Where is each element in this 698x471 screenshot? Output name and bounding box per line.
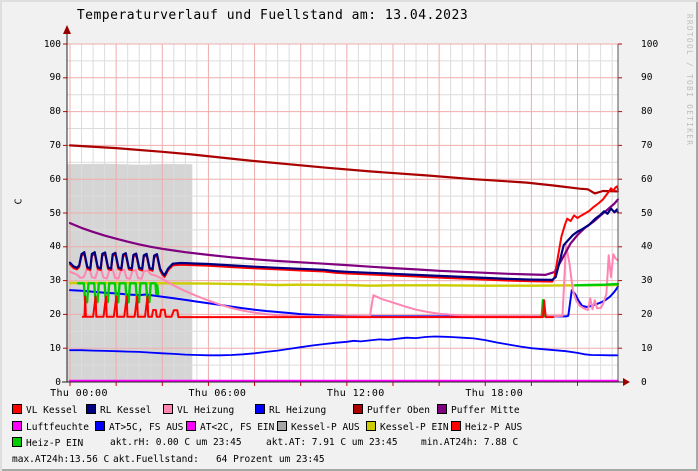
legend-swatch [451, 420, 461, 431]
legend-swatch [95, 420, 105, 431]
legend-item: akt.rH: 0.00 C um 23:45 [110, 437, 242, 449]
legend-label: min.AT24h: 7.88 C [421, 437, 519, 448]
legend-label: VL Heizung [177, 405, 235, 416]
legend-item: Puffer Mitte [437, 404, 520, 416]
x-tick-label: Thu 00:00 [50, 388, 108, 399]
legend-swatch [163, 404, 173, 414]
legend-label: Puffer Mitte [451, 405, 520, 416]
legend-swatch [277, 420, 287, 431]
legend-swatch [12, 420, 22, 431]
legend-swatch [86, 404, 96, 414]
legend-item: akt.Fuellstand: 64 Prozent um 23:45 [113, 454, 325, 466]
legend-label: RL Heizung [269, 405, 327, 416]
series-heiz_p_ein [76, 282, 160, 304]
legend-item: Heiz-P AUS [451, 420, 523, 433]
legend-swatch [353, 404, 363, 414]
legend-item: max.AT24h:13.56 C [12, 454, 109, 466]
x-tick-label: Thu 12:00 [326, 388, 385, 399]
series-puffer_oben [68, 144, 620, 195]
y-tick-label-left: 40 [49, 241, 61, 253]
legend-label: Kessel-P AUS [291, 421, 360, 433]
legend-item: Puffer Oben [353, 404, 430, 416]
legend-item: AT>5C, FS AUS [95, 420, 184, 433]
x-tick-label: Thu 18:00 [465, 388, 524, 399]
series-heiz_p_ein [574, 282, 620, 287]
legend-item: AT<2C, FS EIN [186, 420, 275, 433]
y-axis-arrow [63, 25, 71, 34]
y-tick-label-right: 90 [641, 72, 653, 84]
legend-label: Puffer Oben [367, 405, 430, 416]
y-tick-label-left: 70 [49, 139, 61, 151]
legend-swatch [437, 404, 447, 414]
rrdtool-watermark: RRDTOOL / TOBI OETIKER [685, 14, 694, 147]
legend-item: akt.AT: 7.91 C um 23:45 [266, 437, 398, 449]
x-tick-label: Thu 06:00 [188, 388, 247, 399]
x-axis-arrow [623, 378, 630, 386]
series-heiz_p_aus [81, 295, 555, 319]
series-kessel_p_ein [68, 281, 620, 287]
y-tick-label-right: 20 [641, 308, 653, 320]
legend-item: RL Heizung [255, 404, 326, 416]
legend-swatch [12, 437, 22, 447]
legend-label: AT<2C, FS EIN [200, 421, 275, 433]
y-tick-label-right: 50 [641, 207, 653, 219]
y-tick-label-right: 100 [641, 38, 659, 50]
series-rl_kessel [68, 207, 620, 281]
y-tick-label-right: 10 [641, 342, 653, 354]
y-tick-label-left: 80 [49, 106, 61, 118]
legend-swatch [366, 420, 376, 431]
legend-label: max.AT24h:13.56 C [12, 453, 110, 465]
y-tick-label-right: 40 [641, 241, 653, 253]
legend-item: VL Kessel [12, 404, 77, 416]
legend-label: RL Kessel [100, 405, 152, 416]
legend-item: min.AT24h: 7.88 C [421, 437, 518, 449]
legend-label: Heiz-P AUS [465, 421, 523, 433]
legend-item: Kessel-P EIN [366, 420, 449, 433]
y-tick-label-left: 90 [49, 72, 61, 84]
y-tick-label-right: 30 [641, 275, 653, 287]
y-tick-label-left: 0 [55, 376, 61, 388]
y-tick-label-left: 100 [43, 38, 61, 50]
legend-item: Heiz-P EIN [12, 437, 83, 449]
y-tick-label-right: 60 [641, 173, 653, 185]
legend-item: Kessel-P AUS [277, 420, 360, 433]
legend-item: VL Heizung [163, 404, 234, 416]
area-kessel_p_aus [67, 163, 193, 382]
legend-item: Luftfeuchte [12, 420, 89, 433]
y-tick-label-right: 70 [641, 139, 653, 151]
y-tick-label-left: 30 [49, 275, 61, 287]
legend-label: Kessel-P EIN [380, 421, 449, 433]
legend-label: VL Kessel [26, 405, 78, 416]
chart-title: Temperaturverlauf und Fuellstand am: 13.… [76, 8, 469, 23]
legend-swatch [12, 404, 22, 414]
legend-label: akt.AT: 7.91 C um 23:45 [266, 437, 398, 448]
series-at [69, 335, 619, 357]
series-vl_kessel [69, 185, 619, 283]
y-tick-label-left: 50 [49, 207, 61, 219]
y-tick-label-left: 10 [49, 342, 61, 354]
y-tick-label-right: 0 [641, 376, 647, 388]
y-tick-label-left: 20 [49, 308, 61, 320]
legend-swatch [255, 404, 265, 414]
legend-item: RL Kessel [86, 404, 151, 416]
legend-swatch [186, 420, 196, 431]
legend-label: AT>5C, FS AUS [109, 421, 184, 433]
y-tick-label-right: 80 [641, 106, 653, 118]
legend-label: Luftfeuchte [26, 421, 89, 433]
series-puffer_mitte [68, 198, 620, 276]
legend-label: akt.rH: 0.00 C um 23:45 [110, 437, 242, 448]
legend-label: Heiz-P EIN [26, 438, 84, 449]
legend-label: akt.Fuellstand: 64 Prozent um 23:45 [113, 453, 325, 465]
y-tick-label-left: 60 [49, 173, 61, 185]
